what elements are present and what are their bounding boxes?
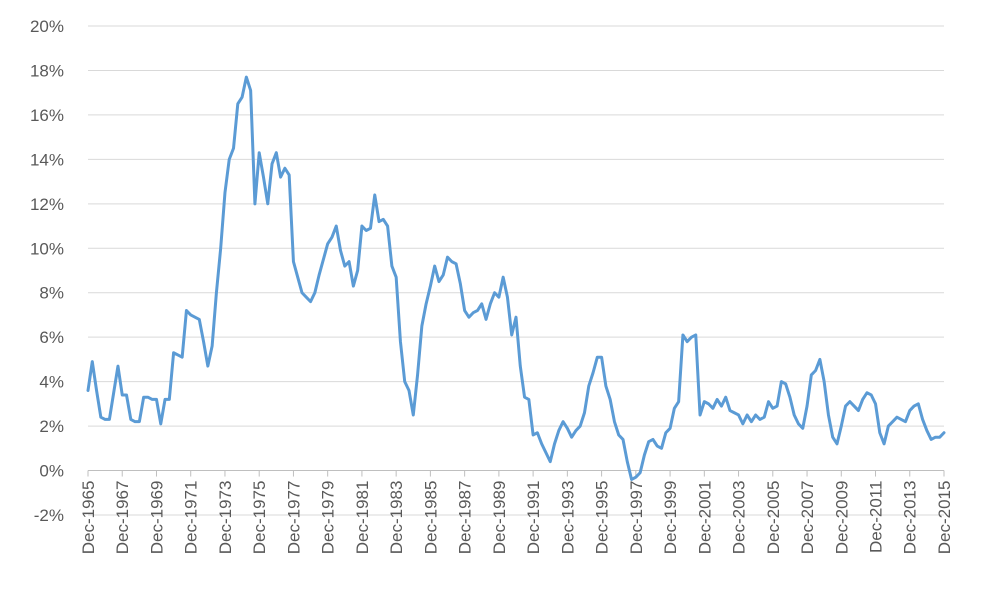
y-tick-label: 6% bbox=[39, 328, 64, 347]
x-tick-label: Dec-1967 bbox=[113, 481, 132, 555]
x-tick-label: Dec-1991 bbox=[524, 481, 543, 555]
x-tick-label: Dec-1973 bbox=[216, 481, 235, 555]
y-tick-label: 8% bbox=[39, 284, 64, 303]
x-tick-label: Dec-1965 bbox=[79, 481, 98, 555]
x-tick-label: Dec-2015 bbox=[935, 481, 954, 555]
x-tick-label: Dec-1975 bbox=[250, 481, 269, 555]
x-tick-label: Dec-2005 bbox=[764, 481, 783, 555]
y-tick-label: 4% bbox=[39, 373, 64, 392]
x-tick-label: Dec-1987 bbox=[456, 481, 475, 555]
x-tick-label: Dec-2007 bbox=[798, 481, 817, 555]
y-tick-label: 10% bbox=[30, 239, 64, 258]
x-tick-label: Dec-1993 bbox=[558, 481, 577, 555]
x-tick-label: Dec-2003 bbox=[730, 481, 749, 555]
y-tick-label: 2% bbox=[39, 417, 64, 436]
x-tick-label: Dec-1999 bbox=[661, 481, 680, 555]
x-tick-label: Dec-1985 bbox=[421, 481, 440, 555]
x-tick-label: Dec-1995 bbox=[593, 481, 612, 555]
y-tick-label: -2% bbox=[34, 506, 64, 525]
x-tick-label: Dec-2011 bbox=[867, 481, 886, 553]
x-tick-label: Dec-1979 bbox=[319, 481, 338, 555]
x-tick-label: Dec-1971 bbox=[182, 481, 201, 555]
x-tick-label: Dec-1997 bbox=[627, 481, 646, 555]
x-tick-label: Dec-2001 bbox=[695, 481, 714, 555]
x-tick-label: Dec-1989 bbox=[490, 481, 509, 555]
y-tick-label: 12% bbox=[30, 195, 64, 214]
y-tick-label: 14% bbox=[30, 150, 64, 169]
y-tick-label: 0% bbox=[39, 462, 64, 481]
x-axis bbox=[87, 470, 945, 477]
x-tick-label: Dec-1981 bbox=[353, 481, 372, 555]
x-tick-label: Dec-2009 bbox=[832, 481, 851, 555]
x-tick-label: Dec-1983 bbox=[387, 481, 406, 555]
x-tick-label: Dec-1977 bbox=[284, 481, 303, 555]
series-layer bbox=[86, 75, 946, 481]
y-tick-label: 18% bbox=[30, 61, 64, 80]
series-line bbox=[86, 75, 946, 481]
y-tick-label: 16% bbox=[30, 106, 64, 125]
x-tick-label: Dec-1969 bbox=[147, 481, 166, 555]
gridlines bbox=[88, 25, 944, 516]
y-axis-tick-labels: -2% 0% 2% 4% 6% 8% 10% 12% 14% 16% 18% 20% bbox=[30, 17, 64, 525]
x-tick-label: Dec-2013 bbox=[901, 481, 920, 555]
y-tick-label: 20% bbox=[30, 17, 64, 36]
x-axis-tick-labels: Dec-1965 Dec-1967 Dec-1969 Dec-1971 Dec-1973… bbox=[79, 481, 954, 555]
